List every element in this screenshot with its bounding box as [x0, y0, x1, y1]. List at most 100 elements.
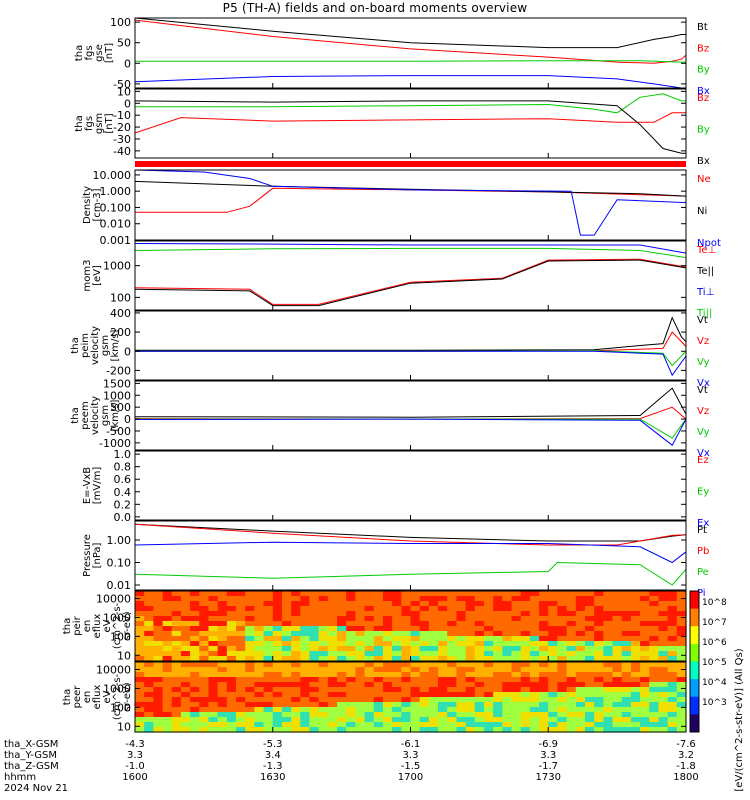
heatmap-cell — [180, 596, 191, 602]
heatmap-cell — [392, 616, 402, 622]
heatmap-cell — [438, 717, 448, 723]
heatmap-cell — [575, 611, 586, 617]
heatmap-cell — [355, 662, 366, 668]
y-axis-label-line: (cm^2-s- — [112, 673, 123, 720]
heatmap-cell — [584, 727, 595, 733]
heatmap-cell — [364, 712, 375, 718]
heatmap-cell — [226, 591, 237, 597]
heatmap-cell — [300, 707, 311, 713]
heatmap-cell — [245, 626, 255, 632]
heatmap-cell — [309, 717, 320, 723]
heatmap-cell — [144, 667, 154, 673]
heatmap-cell — [557, 591, 568, 597]
heatmap-cell — [575, 662, 586, 668]
heatmap-cell — [410, 626, 421, 632]
heatmap-cell — [456, 667, 467, 673]
heatmap-cell — [254, 591, 265, 597]
heatmap-cell — [355, 682, 366, 688]
heatmap-cell — [382, 687, 393, 693]
y-tick-label: 100 — [110, 291, 131, 304]
heatmap-cell — [465, 682, 476, 688]
y-tick-label: -20 — [113, 121, 131, 134]
heatmap-cell — [392, 651, 402, 657]
heatmap-cell — [144, 717, 154, 723]
heatmap-cell — [217, 682, 228, 688]
heatmap-cell — [364, 667, 375, 673]
x-axis-value: -6.9 — [538, 739, 558, 750]
heatmap-cell — [171, 596, 182, 602]
heatmap-cell — [208, 702, 219, 708]
heatmap-cell — [529, 646, 540, 652]
heatmap-cell — [245, 727, 255, 733]
heatmap-cell — [465, 616, 476, 622]
heatmap-cell — [566, 662, 577, 668]
heatmap-cell — [392, 692, 402, 698]
heatmap-cell — [529, 641, 540, 647]
heatmap-cell — [649, 667, 660, 673]
heatmap-cell — [373, 712, 384, 718]
heatmap-cell — [667, 651, 678, 657]
heatmap-cell — [410, 687, 421, 693]
heatmap-cell — [612, 692, 623, 698]
heatmap-cell — [529, 717, 540, 723]
heatmap-cell — [226, 601, 237, 607]
heatmap-cell — [226, 687, 237, 693]
heatmap-cell — [135, 672, 145, 678]
heatmap-cell — [190, 656, 200, 662]
heatmap-cell — [346, 641, 356, 647]
chart-panel — [135, 161, 686, 167]
heatmap-cell — [162, 667, 173, 673]
heatmap-cell — [190, 662, 200, 668]
heatmap-cell — [171, 692, 182, 698]
heatmap-cell — [621, 626, 632, 632]
y-tick-label: -500 — [106, 425, 131, 438]
heatmap-cell — [630, 687, 641, 693]
heatmap-cell — [153, 606, 164, 612]
heatmap-cell — [171, 712, 182, 718]
heatmap-cell — [566, 616, 577, 622]
heatmap-cell — [603, 606, 614, 612]
heatmap-cell — [502, 636, 513, 642]
heatmap-cell — [245, 677, 255, 683]
heatmap-cell — [612, 591, 623, 597]
heatmap-cell — [208, 697, 219, 703]
heatmap-cell — [337, 626, 347, 632]
heatmap-cell — [226, 682, 237, 688]
heatmap-cell — [511, 636, 522, 642]
heatmap-cell — [217, 692, 228, 698]
heatmap-cell — [630, 727, 641, 733]
heatmap-cell — [254, 656, 265, 662]
heatmap-cell — [483, 727, 494, 733]
heatmap-cell — [594, 606, 604, 612]
heatmap-cell — [621, 631, 632, 637]
heatmap-cell — [520, 636, 531, 642]
heatmap-cell — [667, 667, 678, 673]
heatmap-cell — [318, 596, 329, 602]
heatmap-cell — [135, 591, 145, 597]
heatmap-cell — [373, 687, 384, 693]
heatmap-cell — [502, 656, 513, 662]
series-line — [134, 17, 686, 49]
heatmap-cell — [364, 682, 375, 688]
heatmap-cell — [263, 616, 274, 622]
y-axis-label-line: tha — [70, 337, 81, 353]
heatmap-cell — [520, 631, 531, 637]
heatmap-cell — [245, 656, 255, 662]
heatmap-cell — [392, 707, 402, 713]
heatmap-cell — [557, 601, 568, 607]
heatmap-cell — [162, 672, 173, 678]
x-axis-value: 1600 — [122, 772, 147, 783]
heatmap-cell — [529, 631, 540, 637]
heatmap-cell — [612, 651, 623, 657]
heatmap-cell — [566, 697, 577, 703]
y-tick-label: 0.010 — [100, 218, 132, 231]
heatmap-cell — [162, 611, 173, 617]
y-tick-label: 1000 — [103, 682, 131, 695]
heatmap-cell — [337, 636, 347, 642]
heatmap-cell — [337, 646, 347, 652]
y-axis-label-line: peir — [72, 615, 83, 635]
heatmap-cell — [272, 651, 283, 657]
heatmap-cell — [419, 702, 430, 708]
heatmap-cell — [575, 606, 586, 612]
